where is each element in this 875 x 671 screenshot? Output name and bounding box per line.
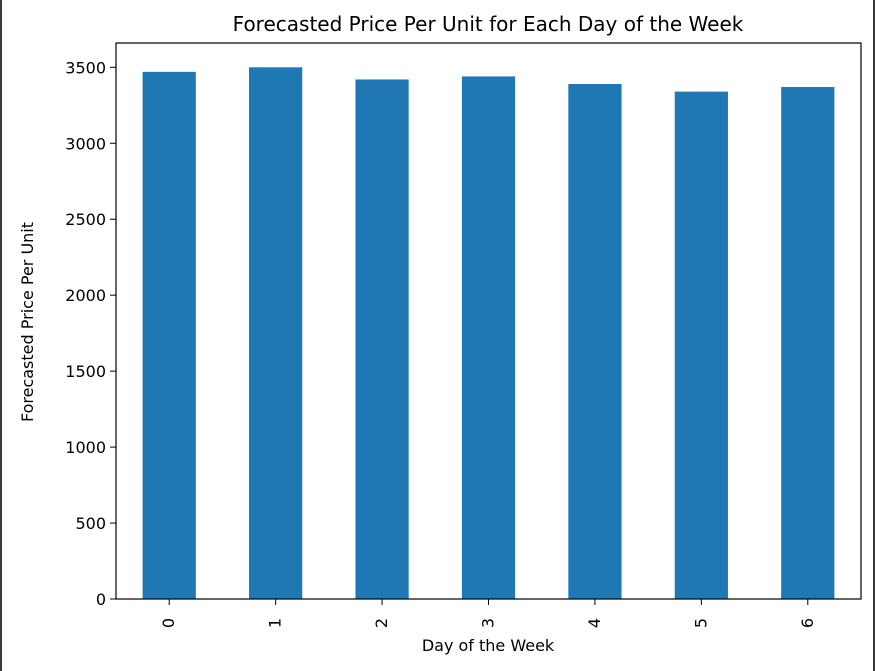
x-tick-label: 0: [159, 618, 178, 628]
y-tick-label: 500: [75, 514, 106, 533]
y-tick-label: 0: [96, 590, 106, 609]
bar-day-2: [355, 79, 409, 600]
x-axis-ticks: 0 1 2 3 4 5 6: [159, 599, 817, 628]
x-tick-label: 1: [266, 618, 285, 628]
y-tick-label: 2000: [65, 286, 106, 305]
y-axis-ticks: 0 500 1000 1500 2000 2500 3000 3500: [65, 58, 116, 609]
y-tick-label: 3000: [65, 134, 106, 153]
x-tick-label: 3: [479, 618, 498, 628]
x-tick-label: 6: [798, 618, 817, 628]
y-axis-label: Forecasted Price Per Unit: [18, 222, 37, 422]
bar-day-1: [249, 67, 303, 599]
bar-day-0: [142, 71, 196, 599]
bars-group: [142, 67, 835, 600]
plot-area-border: [115, 42, 862, 600]
x-tick-label: 2: [372, 618, 391, 628]
x-axis-label: Day of the Week: [422, 636, 555, 655]
y-tick-label: 2500: [65, 210, 106, 229]
y-tick-label: 3500: [65, 58, 106, 77]
bar-day-6: [781, 87, 835, 600]
y-tick-label: 1000: [65, 438, 106, 457]
y-tick-label: 1500: [65, 362, 106, 381]
bar-day-5: [674, 91, 728, 599]
bar-day-4: [568, 84, 622, 599]
x-tick-label: 4: [585, 618, 604, 628]
chart-title: Forecasted Price Per Unit for Each Day o…: [233, 12, 744, 36]
x-tick-label: 5: [691, 618, 710, 628]
bar-day-3: [461, 76, 516, 599]
